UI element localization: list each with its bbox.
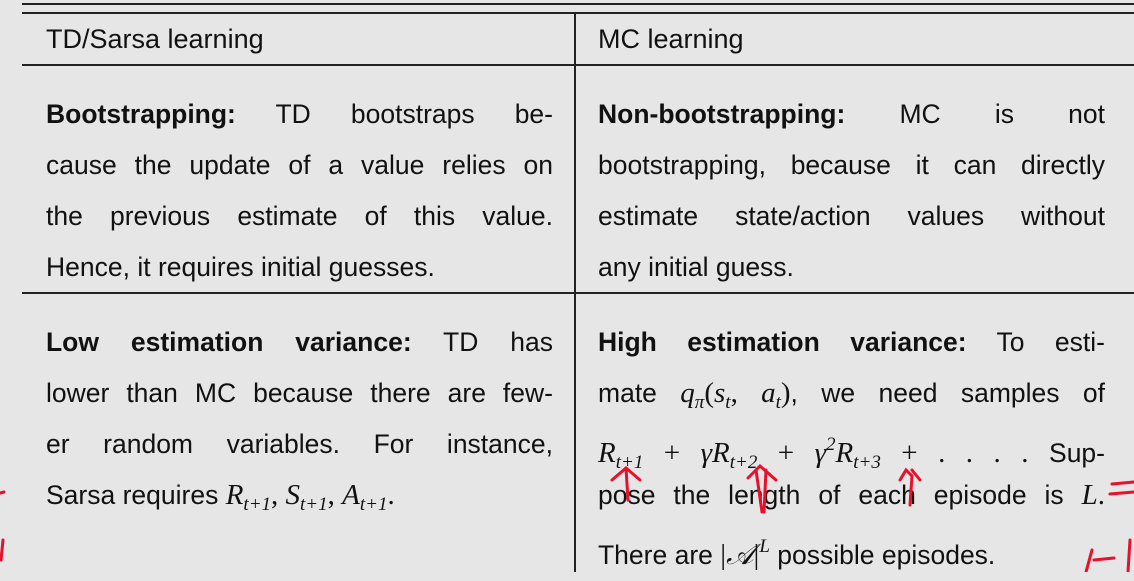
text-line: Non-bootstrapping: MC is not — [598, 99, 1105, 129]
math-subscript: π — [694, 392, 705, 413]
math-subscript: t+3 — [853, 452, 881, 473]
bracket-annotation — [1084, 538, 1132, 572]
top-rule-inner — [22, 12, 1134, 14]
cell-bootstrapping-td: Bootstrapping: TD bootstraps be-cause th… — [46, 89, 553, 293]
math-base: a — [761, 377, 776, 409]
math-base: s — [714, 377, 726, 409]
math-base: S — [285, 479, 301, 511]
math-superscript: L — [759, 536, 770, 557]
cell-variance-td: Low estimation variance: TD has lower tha… — [46, 317, 553, 521]
bold-term: Bootstrapping: — [46, 99, 236, 129]
text-line: mate qπ(st, at), we need samples of — [598, 377, 1106, 413]
header-rule — [22, 64, 1134, 66]
math-variable: L — [1082, 479, 1098, 511]
math-variable: At+1 — [342, 479, 387, 515]
math-symbol: . — [1097, 479, 1105, 511]
bold-term: High estimation variance: — [598, 327, 967, 357]
math-variable: qπ — [680, 377, 704, 413]
math-symbol: , — [730, 377, 762, 409]
math-symbol: + — [643, 437, 701, 469]
cell-variance-mc: High estimation variance: To esti-mate q… — [598, 317, 1105, 572]
margin-mark — [0, 490, 6, 562]
text-line: Bootstrapping: TD bootstraps be- — [46, 99, 553, 129]
math-variable: St+1 — [285, 479, 328, 515]
text-line: High estimation variance: To esti- — [598, 327, 1105, 357]
math-variable: γ2 — [814, 434, 836, 469]
math-variable: st — [714, 377, 731, 413]
row-rule — [22, 292, 1134, 294]
text-line: Rt+1 + γRt+2 + γ2Rt+3 + . . . . Sup- — [598, 434, 1105, 473]
math-symbol: . — [387, 479, 395, 511]
math-subscript: t+1 — [615, 452, 644, 473]
text-line: bootstrapping, because it can directly — [598, 150, 1105, 180]
text-line: Hence, it requires initial guesses. — [46, 252, 435, 282]
math-subscript: t+1 — [300, 494, 328, 515]
text-line: Low estimation variance: TD has — [46, 327, 553, 357]
arrow-annotation — [746, 463, 778, 514]
top-rule-outer — [22, 3, 1134, 5]
math-symbol: | — [753, 539, 760, 571]
math-symbol: ( — [704, 377, 714, 409]
math-base: γ — [814, 437, 827, 469]
text-line: estimate state/action values without — [598, 201, 1105, 231]
cell-bootstrapping-mc: Non-bootstrapping: MC is not bootstrappin… — [598, 89, 1105, 293]
math-base: R — [835, 437, 854, 469]
math-base: γR — [700, 437, 730, 469]
header-td-sarsa: TD/Sarsa learning — [46, 24, 264, 54]
text-line: er random variables. For instance, — [46, 429, 553, 459]
math-symbol: , — [327, 479, 343, 511]
math-base: R — [225, 479, 244, 511]
math-variable: γRt+2 — [700, 437, 758, 473]
math-base: 𝒜 — [726, 539, 754, 571]
math-subscript: t — [725, 392, 731, 413]
math-base: L — [1081, 479, 1098, 511]
text-line: Sarsa requires Rt+1, St+1, At+1. — [46, 479, 395, 515]
math-subscript: t — [775, 392, 781, 413]
math-symbol: + — [757, 437, 815, 469]
math-variable: at — [761, 377, 781, 413]
text-line: pose the length of each episode is L. — [598, 479, 1105, 511]
math-subscript: t+2 — [729, 452, 758, 473]
header-mc: MC learning — [598, 24, 744, 54]
math-variable: 𝒜 — [726, 539, 753, 571]
text-line: the previous estimate of this value. — [46, 201, 553, 231]
math-subscript: t+1 — [243, 494, 272, 515]
math-variable: Rt+3 — [835, 437, 881, 473]
math-subscript: t+1 — [359, 494, 388, 515]
math-symbol: + . . . . — [880, 437, 1029, 469]
text-line: lower than MC because there are few- — [46, 378, 553, 408]
arrow-annotation — [610, 466, 642, 502]
math-superscript: 2 — [826, 434, 836, 455]
math-variable: Rt+1 — [225, 479, 271, 515]
bold-term: Low estimation variance: — [46, 327, 412, 357]
equals-annotation — [1108, 480, 1134, 496]
math-base: A — [342, 479, 360, 511]
math-symbol: ) — [780, 377, 791, 409]
math-variable: Rt+1 — [598, 437, 643, 473]
text-line: There are |𝒜|L possible episodes. — [598, 536, 996, 571]
text-line: any initial guess. — [598, 252, 794, 282]
math-symbol: | — [720, 539, 727, 571]
column-divider — [574, 12, 576, 572]
bold-term: Non-bootstrapping: — [598, 99, 846, 129]
arrow-annotation — [898, 467, 922, 507]
text-line: cause the update of a value relies on — [46, 150, 553, 180]
math-base: R — [598, 437, 616, 469]
math-variable: L — [759, 536, 770, 571]
math-symbol: , — [271, 479, 286, 511]
math-base: q — [680, 377, 695, 409]
